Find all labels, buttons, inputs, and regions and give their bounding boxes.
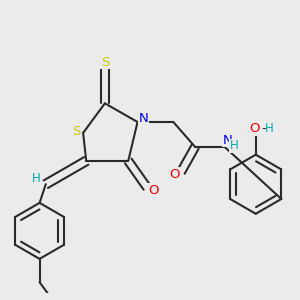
Text: S: S — [72, 124, 80, 137]
Text: H: H — [230, 139, 238, 152]
Text: S: S — [101, 56, 109, 69]
Text: H: H — [265, 122, 274, 135]
Text: N: N — [222, 134, 232, 146]
Text: O: O — [148, 184, 158, 197]
Text: N: N — [138, 112, 148, 125]
Text: O: O — [169, 168, 179, 181]
Text: -: - — [261, 122, 266, 135]
Text: O: O — [249, 122, 260, 135]
Text: H: H — [32, 172, 41, 185]
